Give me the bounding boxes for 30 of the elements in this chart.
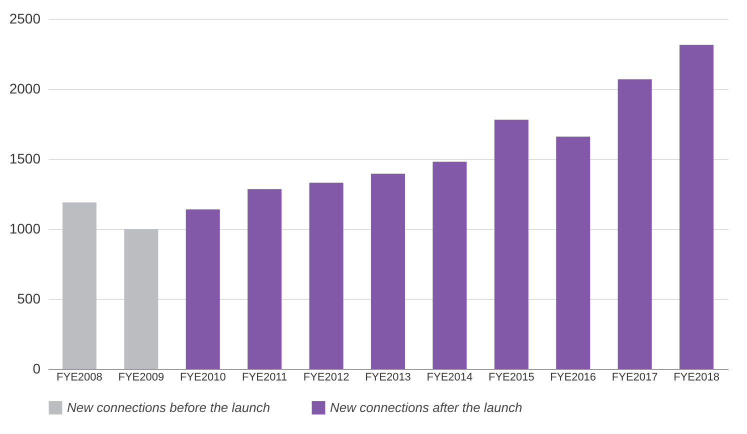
x-tick-label: FYE2008 — [56, 372, 102, 384]
bar — [494, 120, 528, 369]
x-tick-label: FYE2009 — [118, 372, 164, 384]
bar — [371, 174, 405, 369]
bar — [309, 182, 344, 369]
bar — [248, 189, 282, 369]
x-tick-label: FYE2018 — [674, 372, 720, 384]
x-tick-label: FYE2017 — [612, 372, 658, 384]
y-tick-label: 2500 — [9, 10, 41, 26]
x-tick-label: FYE2012 — [303, 372, 350, 384]
bar — [432, 162, 467, 369]
x-tick-label: FYE2014 — [426, 372, 473, 384]
x-tick-label: FYE2011 — [242, 372, 288, 384]
y-tick-label: 1000 — [9, 220, 41, 236]
y-tick-label: 500 — [17, 290, 41, 306]
legend-label: New connections after the launch — [330, 400, 522, 415]
bar — [186, 209, 220, 369]
y-tick-label: 1500 — [9, 150, 41, 166]
x-tick-label: FYE2010 — [180, 372, 226, 384]
x-tick-label: FYE2016 — [550, 372, 596, 384]
x-tick-label: FYE2015 — [488, 372, 534, 384]
legend-label: New connections before the launch — [67, 400, 270, 415]
bar — [556, 136, 590, 369]
bar — [618, 79, 652, 369]
y-tick-label: 2000 — [9, 80, 41, 96]
bar — [62, 202, 96, 369]
bar — [680, 44, 714, 369]
bar — [124, 229, 158, 369]
x-tick-label: FYE2013 — [365, 372, 411, 384]
y-tick-label: 0 — [32, 360, 41, 376]
